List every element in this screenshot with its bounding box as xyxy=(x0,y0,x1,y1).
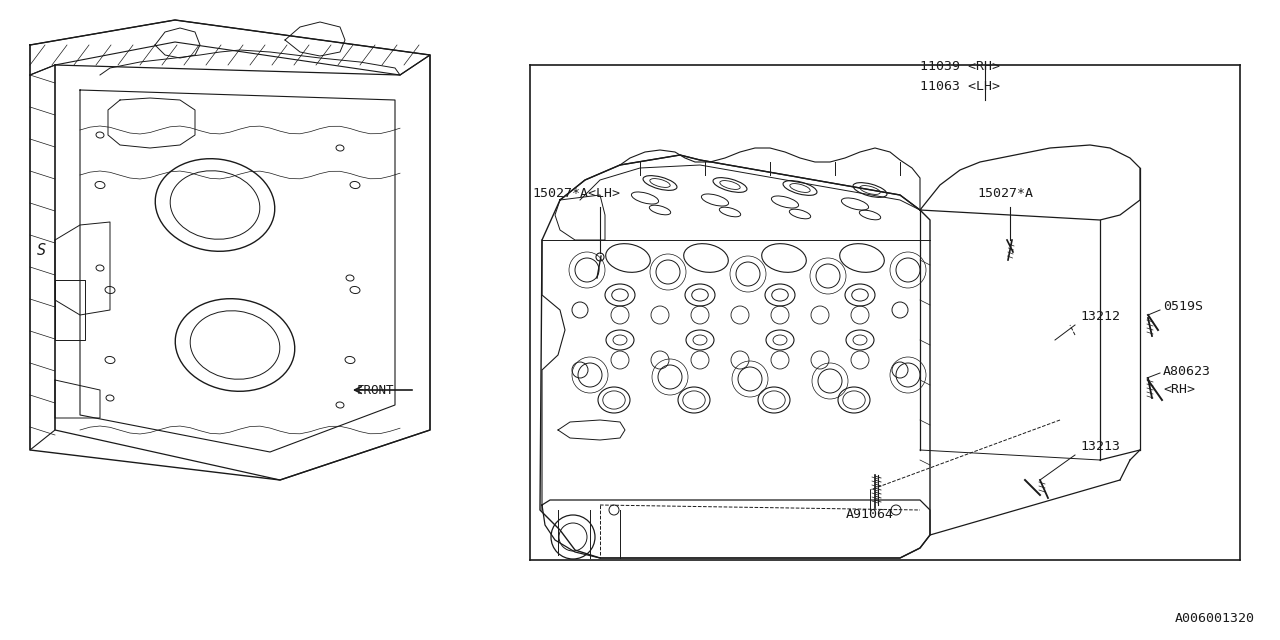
Text: 0519S: 0519S xyxy=(1164,300,1203,313)
Text: 13213: 13213 xyxy=(1080,440,1120,453)
Text: A006001320: A006001320 xyxy=(1175,612,1254,625)
Text: A80623: A80623 xyxy=(1164,365,1211,378)
Text: 11039 <RH>: 11039 <RH> xyxy=(920,60,1000,73)
Text: 13212: 13212 xyxy=(1080,310,1120,323)
Text: 11063 <LH>: 11063 <LH> xyxy=(920,80,1000,93)
Text: S: S xyxy=(37,243,46,258)
Text: 15027*A<LH>: 15027*A<LH> xyxy=(532,187,620,200)
Text: FRONT: FRONT xyxy=(357,383,394,397)
Text: <RH>: <RH> xyxy=(1164,383,1196,396)
Text: A91064: A91064 xyxy=(846,508,893,521)
Text: 15027*A: 15027*A xyxy=(977,187,1033,200)
